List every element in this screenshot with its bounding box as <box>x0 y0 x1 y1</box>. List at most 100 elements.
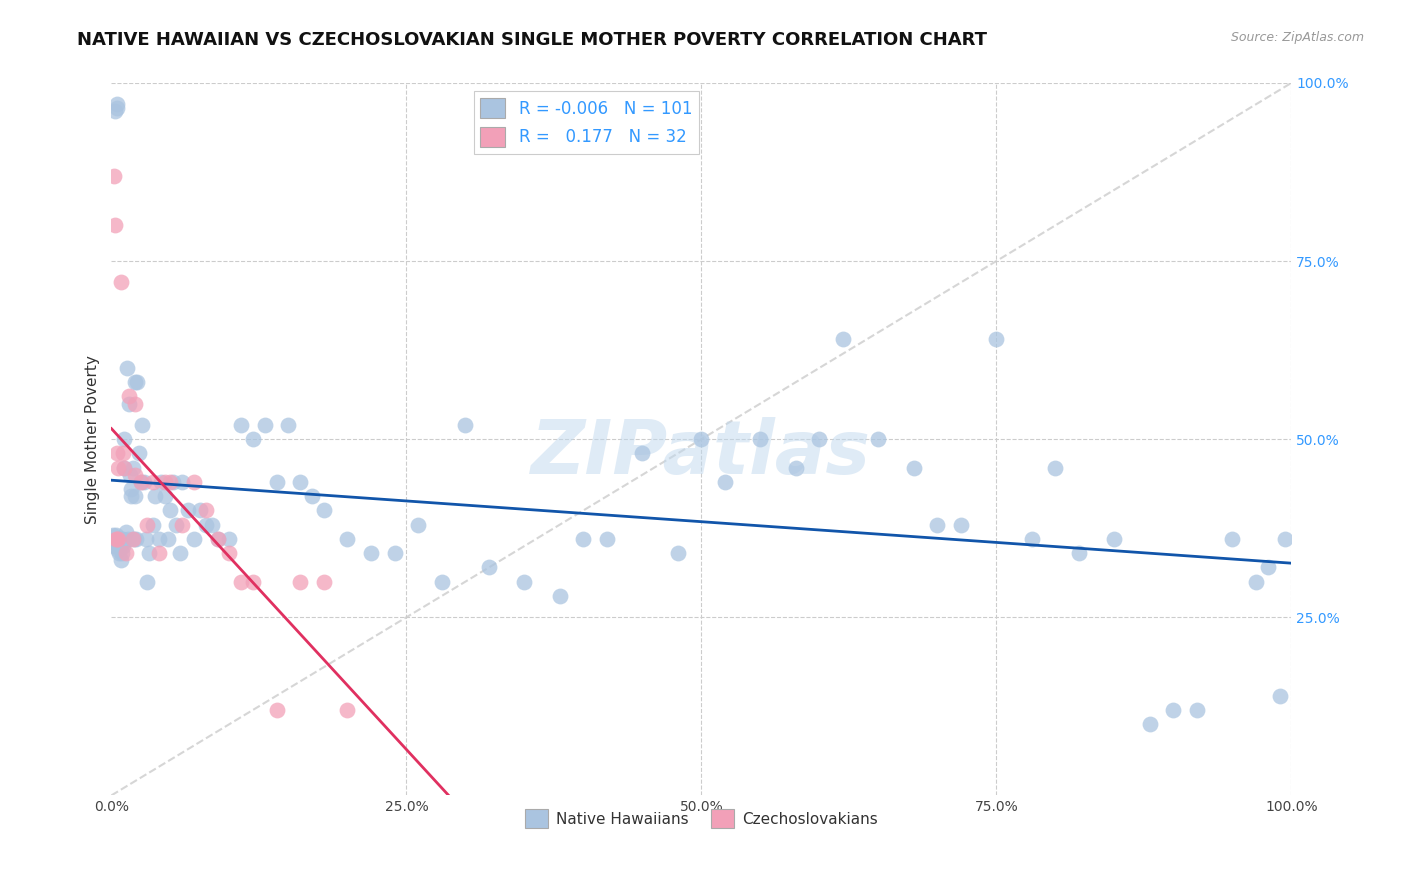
Point <box>194 517 217 532</box>
Point <box>1220 532 1243 546</box>
Point <box>110 553 132 567</box>
Point <box>125 532 148 546</box>
Point <box>513 574 536 589</box>
Point <box>336 532 359 546</box>
Point <box>949 517 972 532</box>
Point <box>135 517 157 532</box>
Point <box>112 432 135 446</box>
Point <box>266 475 288 489</box>
Point <box>118 389 141 403</box>
Point <box>1104 532 1126 546</box>
Point <box>201 517 224 532</box>
Point <box>110 276 132 290</box>
Point <box>157 532 180 546</box>
Point <box>177 503 200 517</box>
Text: NATIVE HAWAIIAN VS CZECHOSLOVAKIAN SINGLE MOTHER POVERTY CORRELATION CHART: NATIVE HAWAIIAN VS CZECHOSLOVAKIAN SINGL… <box>77 31 987 49</box>
Point <box>124 489 146 503</box>
Point <box>153 489 176 503</box>
Point <box>406 517 429 532</box>
Point <box>986 333 1008 347</box>
Point <box>105 532 128 546</box>
Point <box>808 432 831 446</box>
Point <box>1244 574 1267 589</box>
Point <box>169 546 191 560</box>
Point <box>124 396 146 410</box>
Point <box>183 532 205 546</box>
Point <box>117 532 139 546</box>
Point <box>104 104 127 119</box>
Point <box>218 546 240 560</box>
Point <box>104 528 127 542</box>
Point <box>749 432 772 446</box>
Point <box>105 446 128 460</box>
Point <box>127 375 149 389</box>
Point <box>121 489 143 503</box>
Point <box>832 333 855 347</box>
Point <box>1045 460 1067 475</box>
Point <box>242 432 264 446</box>
Point <box>112 460 135 475</box>
Point <box>172 517 194 532</box>
Point <box>105 97 128 112</box>
Point <box>149 475 172 489</box>
Point <box>1185 703 1208 717</box>
Point <box>231 574 253 589</box>
Point <box>183 475 205 489</box>
Point <box>207 532 229 546</box>
Point <box>903 460 925 475</box>
Point <box>148 546 170 560</box>
Y-axis label: Single Mother Poverty: Single Mother Poverty <box>86 355 100 524</box>
Point <box>142 517 165 532</box>
Point <box>1274 532 1296 546</box>
Point <box>118 396 141 410</box>
Point <box>159 503 181 517</box>
Point <box>207 532 229 546</box>
Point <box>121 460 143 475</box>
Point <box>128 446 150 460</box>
Point <box>112 446 135 460</box>
Point <box>690 432 713 446</box>
Point <box>103 539 125 553</box>
Point <box>360 546 382 560</box>
Point <box>218 532 240 546</box>
Point <box>114 524 136 539</box>
Point <box>135 574 157 589</box>
Point <box>105 532 128 546</box>
Point <box>1163 703 1185 717</box>
Point <box>108 546 131 560</box>
Point <box>596 532 619 546</box>
Point <box>101 528 124 542</box>
Point <box>115 360 138 375</box>
Point <box>104 219 127 233</box>
Point <box>1021 532 1043 546</box>
Point <box>138 546 160 560</box>
Point <box>927 517 949 532</box>
Point <box>290 574 312 589</box>
Point <box>666 546 689 560</box>
Text: ZIPatlas: ZIPatlas <box>531 417 872 490</box>
Point <box>135 532 157 546</box>
Point <box>785 460 807 475</box>
Point <box>129 475 152 489</box>
Point <box>1067 546 1090 560</box>
Point <box>266 703 288 717</box>
Point <box>114 546 136 560</box>
Point <box>107 532 129 546</box>
Legend: Native Hawaiians, Czechoslovakians: Native Hawaiians, Czechoslovakians <box>519 803 884 834</box>
Point <box>107 542 129 557</box>
Point <box>134 475 156 489</box>
Point <box>312 574 335 589</box>
Point <box>110 532 132 546</box>
Point <box>131 417 153 432</box>
Point <box>1139 717 1161 731</box>
Point <box>868 432 890 446</box>
Point <box>1257 560 1279 574</box>
Point <box>336 703 359 717</box>
Point <box>631 446 654 460</box>
Point <box>301 489 323 503</box>
Point <box>112 539 135 553</box>
Point <box>112 460 135 475</box>
Point <box>143 489 166 503</box>
Point <box>172 475 194 489</box>
Point <box>454 417 477 432</box>
